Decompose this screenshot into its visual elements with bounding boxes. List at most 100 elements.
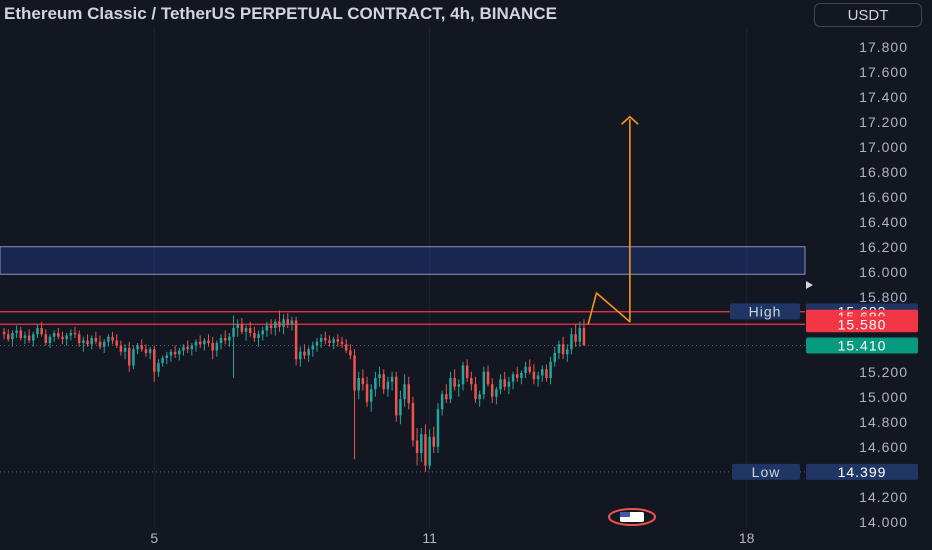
candle [274,321,277,328]
candle [570,334,573,350]
candle [407,384,411,403]
candle [369,389,373,402]
candle [194,341,198,346]
candle [119,345,123,352]
candle [445,394,448,400]
chart-title: Ethereum Classic / TetherUS PERPETUAL CO… [4,4,557,23]
candle [40,328,43,335]
candle [265,325,269,331]
candle [495,389,498,397]
candle [561,344,565,355]
y-tick-label: 14.800 [859,414,908,430]
candle [382,374,385,390]
x-tick-label: 11 [422,530,437,546]
candle [219,338,223,343]
y-tick-label: 16.400 [859,214,908,230]
candle [207,340,210,343]
currency-button[interactable]: USDT [814,3,922,27]
candle [574,334,577,342]
candle [482,371,486,395]
candle [319,338,323,342]
candle [503,379,506,387]
candle [2,331,6,335]
y-tick-label: 14.000 [859,514,908,530]
candle [90,338,93,345]
candle [515,374,519,378]
candle [23,335,27,338]
candle [228,336,231,341]
candle [507,381,511,387]
candle [365,384,369,402]
candle [111,336,114,341]
candle [136,345,139,350]
candle [499,379,502,390]
candle [123,348,127,352]
candle [27,335,31,341]
candle [349,350,352,356]
candle [161,358,164,363]
candle [173,351,177,355]
candle [465,365,469,378]
us-flag-icon [620,512,630,517]
candle [557,344,561,353]
candle [315,341,319,346]
candle [361,378,365,385]
current-price-tag: 15.410 [838,338,887,354]
candle [399,399,402,416]
candle [582,328,586,346]
candle [282,319,285,327]
candle [232,328,235,337]
candle [86,340,89,345]
candle [44,334,48,343]
candle [153,349,156,372]
candle [132,349,135,366]
candle [61,336,64,340]
candle [236,324,239,328]
high-label-tag-bg [730,303,800,320]
candle [420,434,423,453]
candle [532,371,536,380]
x-tick-label: 5 [150,530,158,546]
candle [453,378,456,387]
candle [378,374,381,378]
candle [244,328,248,332]
candle [223,338,227,341]
y-tick-label: 15.800 [859,289,908,305]
candle [73,333,77,335]
candle [428,436,431,466]
candle [178,350,181,355]
candle [357,378,360,391]
candle [286,319,290,325]
level2-tag-bg [806,316,918,333]
candle [336,339,340,342]
projection-arrow-head [620,115,639,125]
candle [294,320,298,360]
candle [127,348,131,366]
y-tick-label: 17.800 [859,39,908,55]
supply-zone [0,246,806,275]
candle [186,346,189,350]
low-value-tag-bg [806,463,918,480]
candle [478,394,481,400]
candle [269,325,273,328]
candle [211,343,214,351]
candle [203,340,206,345]
candle [415,440,419,453]
low-label-tag-bg [732,463,800,480]
candle [157,363,160,372]
candle [32,334,35,341]
candle [353,355,356,391]
candle [461,365,465,385]
candle [299,351,302,360]
candle [403,384,406,400]
candle [374,378,377,390]
candle [490,384,494,397]
candle [198,341,202,345]
candle [278,321,281,327]
candle [182,346,185,351]
candle [303,351,306,356]
candle [528,366,531,372]
candle [15,330,18,333]
candle [11,333,14,340]
